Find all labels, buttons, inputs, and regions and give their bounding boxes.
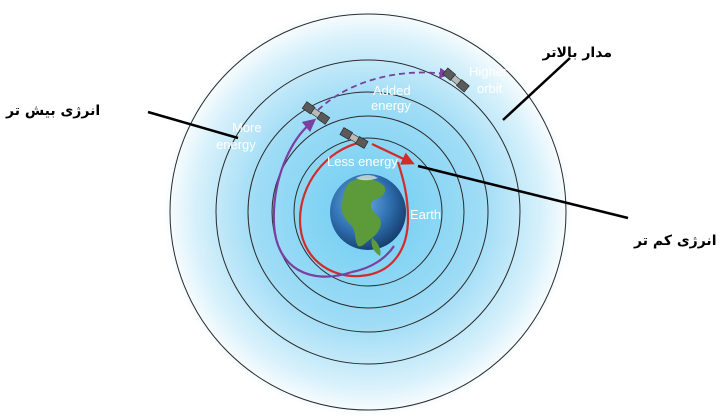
- orbit-rings: [169, 13, 567, 411]
- more-energy-path: [272, 118, 353, 278]
- annotation-more-energy-fa: انرژی بیش تر: [5, 103, 100, 119]
- label-more-energy-2: energy: [216, 137, 256, 152]
- pointer-more-energy: [147, 110, 239, 140]
- label-added-energy-2: energy: [371, 98, 411, 113]
- label-added-energy-1: Added: [373, 83, 411, 98]
- satellite-icon: [442, 67, 470, 93]
- label-higher-orbit-2: orbit: [477, 81, 503, 96]
- label-earth: Earth: [410, 207, 441, 222]
- less-energy-path: [298, 140, 410, 278]
- more-energy-path-bottom: [351, 245, 395, 274]
- pointer-less-energy: [417, 164, 629, 220]
- label-more-energy-1: More: [232, 120, 262, 135]
- annotation-less-energy-fa: انرژی کم تر: [633, 233, 717, 249]
- added-energy-dashed-path: [317, 67, 451, 111]
- less-energy-arrow: [371, 143, 415, 165]
- label-higher-orbit-1: Higher: [469, 64, 508, 79]
- satellite-icon: [301, 101, 331, 125]
- label-less-energy: Less energy: [327, 154, 398, 169]
- satellite-icon: [339, 127, 369, 149]
- annotation-higher-orbit-fa: مدار بالاتر: [542, 45, 612, 61]
- orbit-ring-3: [247, 91, 489, 333]
- orbit-ring-higher: [215, 59, 521, 365]
- orbit-ring-2: [271, 115, 465, 309]
- earth-globe-icon: [330, 174, 406, 256]
- orbit-ring-inner: [293, 137, 443, 287]
- pointer-higher-orbit: [502, 57, 571, 121]
- annotation-lines: [147, 57, 629, 220]
- orbit-ring-outer: [169, 13, 567, 411]
